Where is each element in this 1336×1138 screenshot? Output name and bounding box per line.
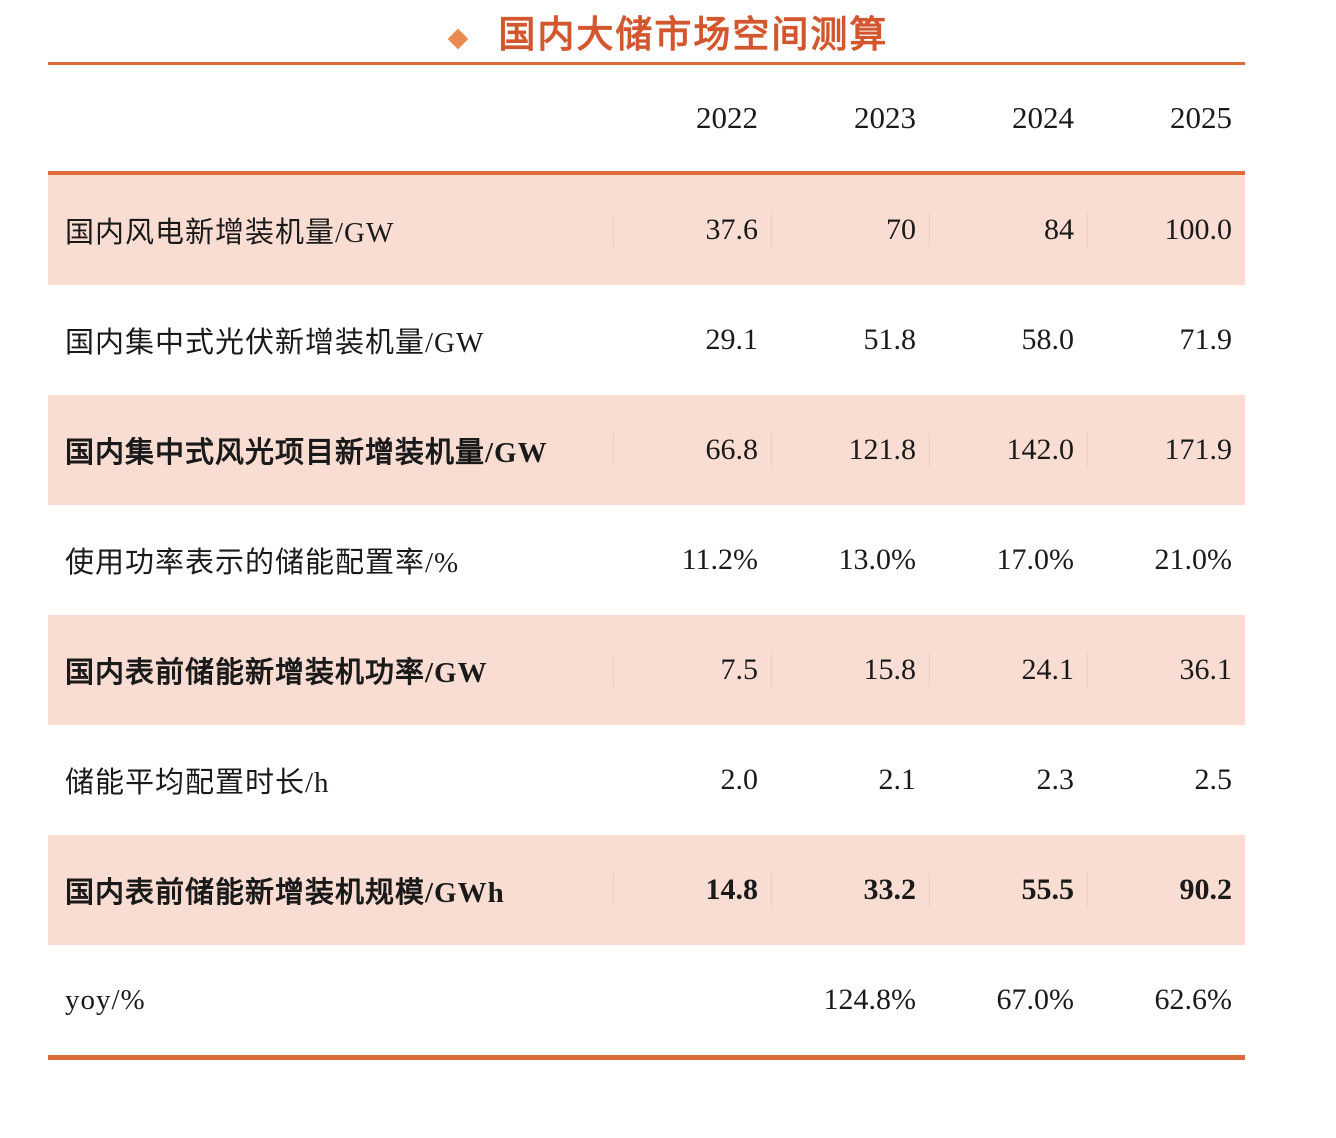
- figure-title: ◆ 国内大储市场空间测算: [0, 0, 1336, 62]
- cell-value: 142.0: [929, 433, 1087, 467]
- cell-value: 71.9: [1179, 323, 1233, 356]
- table-row: 国内集中式光伏新增装机量/GW 29.1 51.8 58.0 71.9: [48, 285, 1245, 395]
- cell-value: 100.0: [1087, 213, 1245, 247]
- table-row: 国内集中式风光项目新增装机量/GW 66.8 121.8 142.0 171.9: [48, 395, 1245, 505]
- table-row: 储能平均配置时长/h 2.0 2.1 2.3 2.5: [48, 725, 1245, 835]
- cell-value: 36.1: [1087, 653, 1245, 687]
- table-header-rule: [48, 171, 1245, 175]
- table-bottom-rule: [48, 1055, 1245, 1060]
- row-label: 国内风电新增装机量/GW: [65, 217, 395, 249]
- market-estimate-table: 2022 2023 2024 2025 国内风电新增装机量/GW 37.6 70…: [48, 62, 1245, 1060]
- cell-value: 33.2: [771, 873, 929, 907]
- cell-value: 58.0: [1021, 323, 1075, 356]
- cell-value: 70: [771, 213, 929, 247]
- table-row: 国内表前储能新增装机功率/GW 7.5 15.8 24.1 36.1: [48, 615, 1245, 725]
- cell-value: 55.5: [929, 873, 1087, 907]
- cell-value: 2.1: [878, 763, 917, 796]
- year-header: 2023: [854, 100, 916, 135]
- cell-value: 15.8: [771, 653, 929, 687]
- year-header: 2025: [1170, 100, 1232, 135]
- cell-value: 51.8: [863, 323, 917, 356]
- table-row: 国内表前储能新增装机规模/GWh 14.8 33.2 55.5 90.2: [48, 835, 1245, 945]
- cell-value: 13.0%: [838, 543, 917, 576]
- cell-value: 14.8: [613, 873, 771, 907]
- table-row: yoy/% 124.8% 67.0% 62.6%: [48, 945, 1245, 1055]
- table-header-row: 2022 2023 2024 2025: [48, 65, 1245, 171]
- row-label: 储能平均配置时长/h: [65, 767, 330, 799]
- table-row: 国内风电新增装机量/GW 37.6 70 84 100.0: [48, 175, 1245, 285]
- table-row: 使用功率表示的储能配置率/% 11.2% 13.0% 17.0% 21.0%: [48, 505, 1245, 615]
- row-label: 国内表前储能新增装机功率/GW: [65, 657, 488, 689]
- figure-title-text: 国内大储市场空间测算: [498, 14, 889, 56]
- year-header: 2024: [1012, 100, 1074, 135]
- row-label: 国内集中式光伏新增装机量/GW: [65, 327, 485, 359]
- table-top-rule: [48, 62, 1245, 65]
- cell-value: 21.0%: [1154, 543, 1233, 576]
- row-label: yoy/%: [65, 983, 146, 1016]
- cell-value: 11.2%: [681, 543, 758, 576]
- row-label: 使用功率表示的储能配置率/%: [65, 547, 460, 579]
- cell-value: 171.9: [1087, 433, 1245, 467]
- cell-value: 17.0%: [996, 543, 1075, 576]
- cell-value: 124.8%: [823, 983, 917, 1016]
- cell-value: 62.6%: [1154, 983, 1233, 1016]
- year-header: 2022: [696, 100, 758, 135]
- diamond-icon: ◆: [447, 21, 469, 52]
- cell-value: 84: [929, 213, 1087, 247]
- cell-value: 37.6: [613, 213, 771, 247]
- row-label: 国内集中式风光项目新增装机量/GW: [65, 437, 548, 469]
- cell-value: 24.1: [929, 653, 1087, 687]
- cell-value: 2.0: [720, 763, 759, 796]
- cell-value: 121.8: [771, 433, 929, 467]
- cell-value: 66.8: [613, 433, 771, 467]
- cell-value: 29.1: [705, 323, 759, 356]
- cell-value: 2.3: [1036, 763, 1075, 796]
- row-label: 国内表前储能新增装机规模/GWh: [65, 877, 505, 909]
- cell-value: 2.5: [1194, 763, 1233, 796]
- cell-value: 90.2: [1087, 873, 1245, 907]
- cell-value: 7.5: [613, 653, 771, 687]
- cell-value: 67.0%: [996, 983, 1075, 1016]
